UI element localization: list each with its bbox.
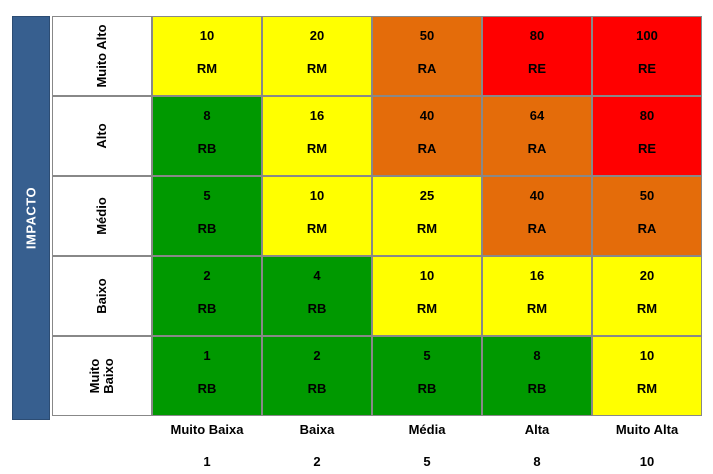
column-label: Muito Baixa	[170, 422, 244, 437]
row-label-text: Médio	[94, 197, 109, 235]
risk-cell: 80 RE	[592, 96, 702, 176]
risk-class: RB	[307, 301, 327, 316]
risk-cell: 2 RB	[152, 256, 262, 336]
risk-score: 16	[309, 108, 325, 123]
risk-class: RA	[417, 61, 437, 76]
impact-axis-title: IMPACTO	[12, 16, 50, 420]
risk-class: RM	[306, 61, 328, 76]
risk-cell: 1 RB	[152, 336, 262, 416]
risk-score: 50	[419, 28, 435, 43]
risk-class: RB	[527, 381, 547, 396]
risk-score: 50	[639, 188, 655, 203]
risk-class: RM	[306, 141, 328, 156]
row-label-text: Alto	[94, 123, 109, 149]
risk-class: RM	[196, 61, 218, 76]
risk-class: RA	[527, 141, 547, 156]
risk-score: 80	[639, 108, 655, 123]
row-label: Médio	[52, 176, 152, 256]
risk-class: RB	[197, 301, 217, 316]
risk-class: RE	[637, 61, 657, 76]
column-label: Média	[408, 422, 446, 437]
risk-cell: 20 RM	[262, 16, 372, 96]
risk-class: RA	[527, 221, 547, 236]
risk-class: RE	[637, 141, 657, 156]
risk-score: 4	[313, 268, 321, 283]
risk-cell: 10 RM	[592, 336, 702, 416]
risk-cell: 16 RM	[262, 96, 372, 176]
column-weight: 2	[313, 454, 321, 469]
risk-cell: 5 RB	[372, 336, 482, 416]
risk-cell: 20 RM	[592, 256, 702, 336]
risk-cell: 10 RM	[262, 176, 372, 256]
risk-class: RB	[197, 141, 217, 156]
column-label: Alta	[524, 422, 550, 437]
column-weight: 1	[203, 454, 211, 469]
risk-class: RA	[417, 141, 437, 156]
risk-class: RM	[636, 301, 658, 316]
risk-score: 16	[529, 268, 545, 283]
row-label-text: Baixo	[94, 278, 109, 314]
risk-class: RM	[416, 301, 438, 316]
column-weight: 8	[533, 454, 541, 469]
risk-score: 10	[419, 268, 435, 283]
risk-class: RM	[306, 221, 328, 236]
risk-cell: 8 RB	[482, 336, 592, 416]
risk-cell: 40 RA	[482, 176, 592, 256]
risk-score: 10	[309, 188, 325, 203]
risk-class: RB	[197, 221, 217, 236]
risk-class: RM	[636, 381, 658, 396]
risk-score: 40	[529, 188, 545, 203]
risk-score: 10	[639, 348, 655, 363]
column-weight: 10	[639, 454, 655, 469]
risk-class: RM	[416, 221, 438, 236]
row-label: Baixo	[52, 256, 152, 336]
risk-cell: 80 RE	[482, 16, 592, 96]
column-label: Baixa	[299, 422, 335, 437]
risk-class: RE	[527, 61, 547, 76]
risk-score: 100	[636, 28, 658, 43]
column-weight: 5	[423, 454, 431, 469]
risk-class: RA	[637, 221, 657, 236]
risk-cell: 10 RM	[372, 256, 482, 336]
risk-cell: 16 RM	[482, 256, 592, 336]
risk-class: RM	[526, 301, 548, 316]
risk-cell: 40 RA	[372, 96, 482, 176]
risk-cell: 64 RA	[482, 96, 592, 176]
risk-cell: 2 RB	[262, 336, 372, 416]
row-label-text: Muito Alto	[94, 24, 109, 88]
row-label-text: Muito Baixo	[87, 358, 116, 394]
risk-cell: 8 RB	[152, 96, 262, 176]
risk-score: 25	[419, 188, 435, 203]
row-label: Muito Baixo	[52, 336, 152, 416]
risk-score: 8	[203, 108, 211, 123]
risk-score: 20	[639, 268, 655, 283]
risk-class: RB	[197, 381, 217, 396]
risk-cell: 50 RA	[372, 16, 482, 96]
risk-score: 64	[529, 108, 545, 123]
risk-cell: 10 RM	[152, 16, 262, 96]
risk-cell: 100 RE	[592, 16, 702, 96]
risk-score: 8	[533, 348, 541, 363]
risk-score: 2	[313, 348, 321, 363]
risk-score: 20	[309, 28, 325, 43]
risk-cell: 25 RM	[372, 176, 482, 256]
impact-axis-label: IMPACTO	[23, 186, 39, 250]
risk-score: 40	[419, 108, 435, 123]
row-label: Alto	[52, 96, 152, 176]
risk-class: RB	[307, 381, 327, 396]
row-label: Muito Alto	[52, 16, 152, 96]
risk-score: 10	[199, 28, 215, 43]
risk-cell: 4 RB	[262, 256, 372, 336]
risk-class: RB	[417, 381, 437, 396]
risk-score: 80	[529, 28, 545, 43]
risk-score: 1	[203, 348, 211, 363]
risk-cell: 5 RB	[152, 176, 262, 256]
risk-score: 2	[203, 268, 211, 283]
risk-score: 5	[423, 348, 431, 363]
column-label: Muito Alta	[615, 422, 679, 437]
risk-score: 5	[203, 188, 211, 203]
risk-cell: 50 RA	[592, 176, 702, 256]
